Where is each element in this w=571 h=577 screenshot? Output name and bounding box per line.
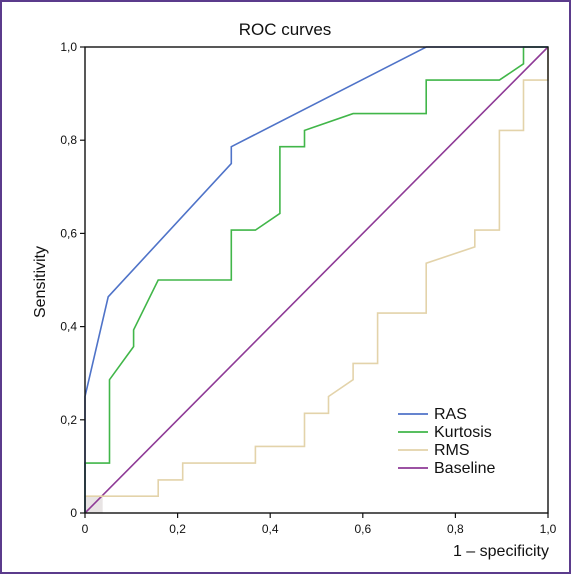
legend-label-baseline: Baseline <box>434 460 495 477</box>
x-tick-label: 0,8 <box>447 522 464 536</box>
legend-label-ras: RAS <box>434 406 467 423</box>
chart-title: ROC curves <box>239 20 332 39</box>
y-tick-label: 0,4 <box>60 320 77 334</box>
x-tick-label: 0 <box>82 522 89 536</box>
y-tick-label: 0 <box>70 506 77 520</box>
x-axis-label: 1 – specificity <box>453 543 549 560</box>
series-line-rms <box>84 47 549 513</box>
plot-frame <box>84 46 549 514</box>
y-axis-label: Sensitivity <box>32 246 49 318</box>
y-tick-label: 0,6 <box>60 226 77 240</box>
legend-label-rms: RMS <box>434 442 470 459</box>
series-line-baseline <box>84 46 549 514</box>
x-tick-label: 1,0 <box>540 522 557 536</box>
y-tick-label: 0,2 <box>60 413 77 427</box>
x-tick-label: 0,6 <box>354 522 371 536</box>
y-tick-label: 0,8 <box>60 133 77 147</box>
legend-label-kurtosis: Kurtosis <box>434 424 492 441</box>
series-line-kurtosis <box>84 46 548 513</box>
x-tick-label: 0,4 <box>262 522 279 536</box>
x-tick-label: 0,2 <box>169 522 186 536</box>
y-tick-label: 1,0 <box>60 40 77 54</box>
